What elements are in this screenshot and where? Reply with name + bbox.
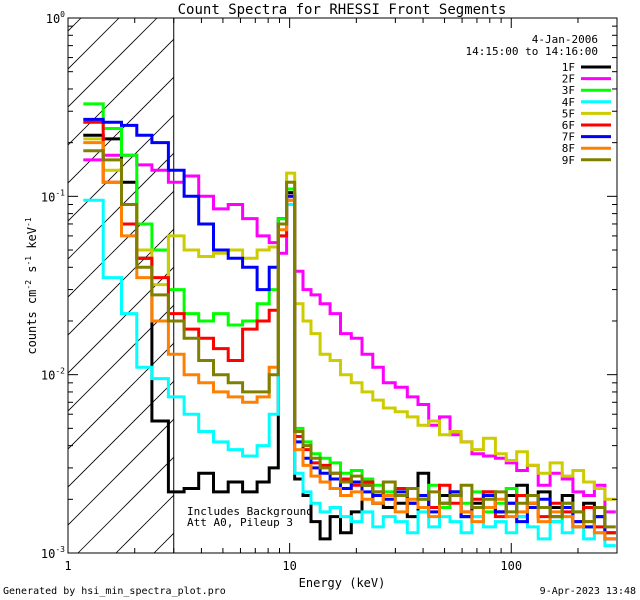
legend-time-range: 14:15:00 to 14:16:00 [466, 45, 598, 58]
legend-item-8f: 8F [562, 142, 611, 155]
axis-ticks: 1 10 100 100 10-1 10-2 10-3 [41, 10, 618, 573]
plot-frame [67, 17, 618, 554]
legend-item-3f: 3F [562, 84, 611, 97]
legend-date: 4-Jan-2006 [532, 33, 598, 46]
footer-generated-by: Generated by hsi_min_spectra_plot.pro [3, 586, 226, 597]
y-tick-label: 100 [46, 10, 65, 26]
series-9f [83, 149, 616, 529]
legend-label: 9F [562, 154, 575, 167]
y-tick-label: 10-2 [41, 367, 65, 383]
x-tick-label: 10 [282, 559, 296, 573]
y-axis-label: counts cm-2 s-1 keV-1 [24, 217, 39, 354]
series-layer [83, 102, 616, 548]
hatch-line [68, 76, 174, 184]
legend-item-6f: 6F [562, 119, 611, 132]
legend-label: 5F [562, 107, 575, 120]
y-tick-label: 10-1 [41, 188, 65, 204]
legend-item-2f: 2F [562, 73, 611, 86]
legend-label: 2F [562, 73, 575, 86]
hatch-line [68, 228, 174, 336]
y-tick-label: 10-3 [41, 545, 65, 561]
x-axis-label: Energy (keV) [299, 576, 386, 590]
annotation-attenuator: Att A0, Pileup 3 [187, 516, 293, 529]
legend-item-4f: 4F [562, 96, 611, 109]
hatch-line [68, 418, 174, 526]
legend-label: 4F [562, 96, 575, 109]
series-5f [83, 137, 616, 501]
legend-item-1f: 1F [562, 61, 611, 74]
legend-item-5f: 5F [562, 107, 611, 120]
chart-title: Count Spectra for RHESSI Front Segments [178, 2, 507, 18]
x-tick-label: 100 [500, 559, 522, 573]
hatch-line [68, 38, 174, 146]
hatch-line [68, 190, 174, 298]
x-tick-label: 1 [64, 559, 71, 573]
legend-item-9f: 9F [562, 154, 611, 167]
annotation-background: Includes Background [187, 505, 313, 518]
footer-timestamp: 9-Apr-2023 13:48 [540, 586, 636, 597]
legend-label: 8F [562, 142, 575, 155]
legend-label: 3F [562, 84, 575, 97]
legend-item-7f: 7F [562, 131, 611, 144]
series-7f [83, 117, 616, 541]
legend-label: 7F [562, 131, 575, 144]
hatch-line [68, 380, 174, 488]
series-8f [83, 141, 616, 541]
legend-label: 1F [562, 61, 575, 74]
series-4f [83, 198, 616, 548]
legend-label: 6F [562, 119, 575, 132]
